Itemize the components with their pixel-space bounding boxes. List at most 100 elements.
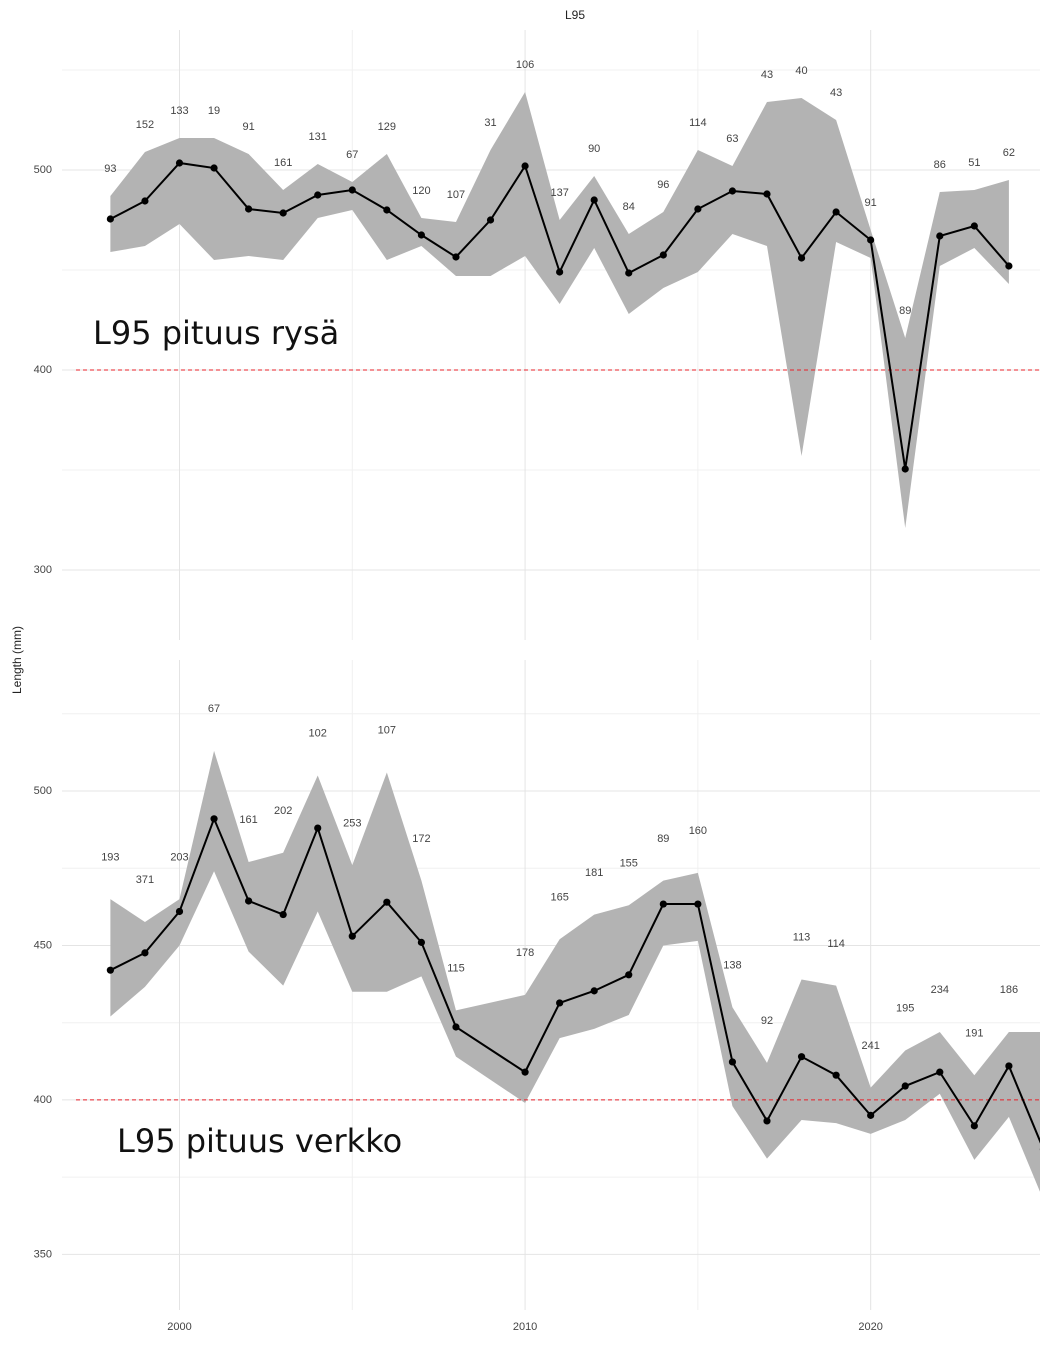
y-axis-label: Length (mm) <box>10 626 24 694</box>
count-label: 67 <box>346 149 358 161</box>
point <box>936 232 944 240</box>
count-label: 86 <box>934 159 946 171</box>
count-label: 89 <box>657 833 669 845</box>
y-tick-label: 500 <box>34 164 52 176</box>
count-label: 193 <box>101 851 119 863</box>
x-tick-label: 2010 <box>513 1321 537 1333</box>
point <box>694 205 702 213</box>
y-tick-label: 400 <box>34 1094 52 1106</box>
point <box>832 1071 840 1079</box>
point <box>728 1058 737 1066</box>
point <box>659 251 667 259</box>
ribbon <box>110 92 1009 528</box>
point <box>210 164 218 172</box>
point <box>694 900 702 908</box>
point <box>763 1117 771 1125</box>
count-label: 114 <box>689 117 707 129</box>
point <box>348 932 356 940</box>
count-label: 181 <box>585 867 603 879</box>
count-label: 195 <box>896 1003 914 1015</box>
point <box>141 949 149 957</box>
count-label: 107 <box>447 189 465 201</box>
point <box>417 938 426 946</box>
point <box>728 187 737 195</box>
x-tick-label: 2000 <box>167 1321 191 1333</box>
chart-title: L95 <box>565 8 585 22</box>
point <box>279 209 287 217</box>
count-label: 93 <box>104 163 116 175</box>
point <box>279 910 287 919</box>
point <box>970 222 978 230</box>
point <box>590 987 598 995</box>
point <box>521 1068 529 1076</box>
point <box>797 1053 806 1061</box>
count-label: 40 <box>795 65 807 77</box>
count-label: 43 <box>761 69 773 81</box>
point <box>797 254 806 262</box>
point <box>901 1082 909 1090</box>
count-label: 90 <box>588 143 600 155</box>
point <box>314 191 322 199</box>
count-label: 120 <box>412 185 430 197</box>
count-label: 51 <box>968 157 980 169</box>
y-tick-label: 450 <box>34 939 52 951</box>
count-label: 161 <box>239 814 257 826</box>
count-label: 113 <box>793 932 811 944</box>
point <box>521 162 529 170</box>
count-label: 67 <box>208 703 220 715</box>
point <box>452 253 460 261</box>
point <box>245 205 253 213</box>
point <box>625 971 633 979</box>
count-label: 178 <box>516 947 534 959</box>
point <box>832 208 840 216</box>
count-label: 31 <box>484 117 496 129</box>
point <box>867 236 875 244</box>
point <box>383 898 391 906</box>
x-tick-label: 2020 <box>858 1321 882 1333</box>
count-label: 19 <box>208 105 220 117</box>
count-label: 114 <box>827 938 845 950</box>
count-label: 172 <box>412 833 430 845</box>
point <box>867 1111 875 1119</box>
y-tick-label: 350 <box>34 1248 52 1260</box>
point <box>348 186 356 194</box>
point <box>245 897 253 905</box>
point <box>763 190 771 198</box>
count-label: 96 <box>657 179 669 191</box>
annotation: L95 pituus rysä <box>93 314 339 352</box>
count-label: 102 <box>309 728 327 740</box>
point <box>901 465 909 473</box>
count-label: 191 <box>965 1027 983 1039</box>
point <box>314 824 322 832</box>
point <box>1005 1062 1013 1070</box>
count-label: 133 <box>170 105 188 117</box>
y-tick-label: 300 <box>34 564 52 576</box>
count-label: 234 <box>931 984 949 996</box>
point <box>590 196 598 204</box>
point <box>210 815 218 823</box>
count-label: 89 <box>899 305 911 317</box>
point <box>452 1023 460 1031</box>
count-label: 203 <box>170 851 188 863</box>
count-label: 115 <box>447 963 465 975</box>
count-label: 129 <box>378 121 396 133</box>
point <box>106 215 114 223</box>
count-label: 63 <box>726 133 738 145</box>
point <box>417 231 426 239</box>
count-label: 91 <box>865 197 877 209</box>
point <box>141 197 149 205</box>
count-label: 91 <box>242 121 254 133</box>
point <box>625 269 633 277</box>
point <box>556 999 564 1007</box>
count-label: 137 <box>550 187 568 199</box>
point <box>659 900 667 908</box>
count-label: 253 <box>343 817 361 829</box>
count-label: 62 <box>1003 147 1015 159</box>
point <box>936 1068 944 1076</box>
point <box>486 216 495 224</box>
point <box>1005 262 1013 270</box>
point <box>970 1122 978 1130</box>
count-label: 106 <box>516 59 534 71</box>
count-label: 43 <box>830 87 842 99</box>
